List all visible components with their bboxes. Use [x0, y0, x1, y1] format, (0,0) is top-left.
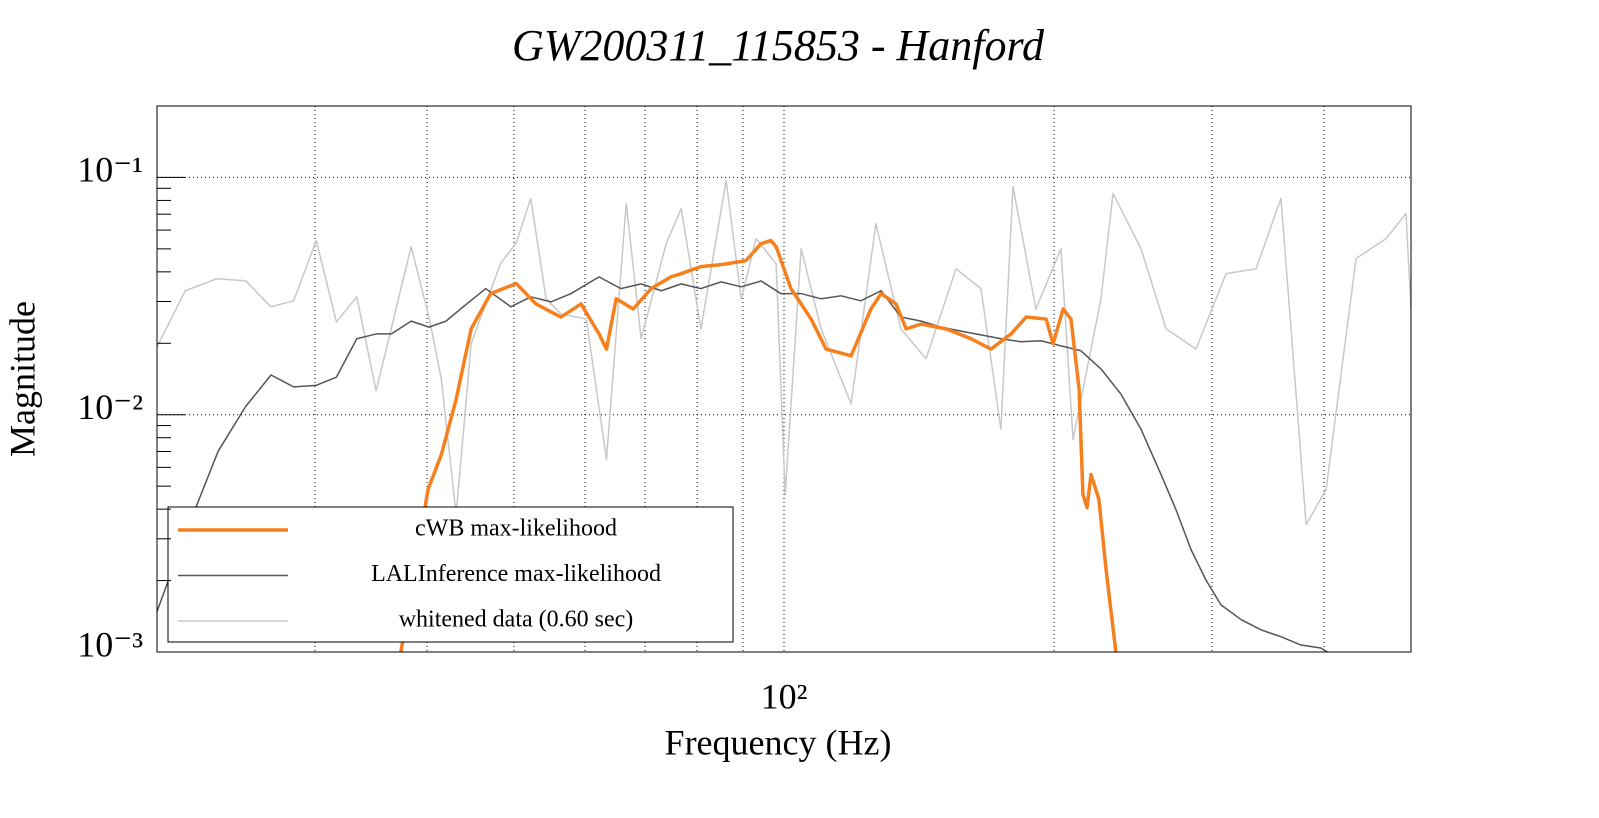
- grid: [157, 106, 1411, 652]
- data-line: [157, 179, 1411, 526]
- legend-label: whitened data (0.60 sec): [399, 607, 634, 633]
- y-axis-label: Magnitude: [2, 301, 42, 457]
- x-axis-label: Frequency (Hz): [665, 722, 892, 762]
- y-tick-label: 10⁻³: [77, 624, 143, 664]
- plot-frame: [156, 105, 1412, 653]
- legend-label: cWB max-likelihood: [415, 516, 617, 542]
- data-line: [157, 276, 1329, 652]
- x-tick-label: 10²: [761, 676, 808, 716]
- plot-lines: [157, 179, 1411, 652]
- legend: cWB max-likelihood LALInference max-likel…: [167, 506, 734, 643]
- y-tick-label: 10⁻²: [77, 387, 143, 427]
- chart-title: GW200311_115853 - Hanford: [512, 21, 1045, 70]
- legend-label: LALInference max-likelihood: [371, 561, 661, 587]
- y-tick-label: 10⁻¹: [77, 150, 143, 190]
- data-line: [399, 238, 1118, 652]
